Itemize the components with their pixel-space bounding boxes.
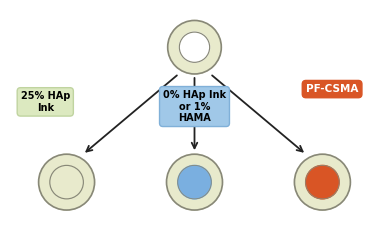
- Ellipse shape: [178, 165, 211, 199]
- Text: PF-CSMA: PF-CSMA: [306, 84, 358, 94]
- Ellipse shape: [166, 154, 223, 210]
- Ellipse shape: [50, 165, 83, 199]
- Ellipse shape: [39, 154, 95, 210]
- Ellipse shape: [168, 20, 221, 74]
- Ellipse shape: [306, 165, 339, 199]
- Text: 0% HAp Ink
or 1%
HAMA: 0% HAp Ink or 1% HAMA: [163, 90, 226, 123]
- Ellipse shape: [179, 32, 210, 62]
- Ellipse shape: [294, 154, 350, 210]
- Text: 25% HAp
Ink: 25% HAp Ink: [21, 91, 70, 113]
